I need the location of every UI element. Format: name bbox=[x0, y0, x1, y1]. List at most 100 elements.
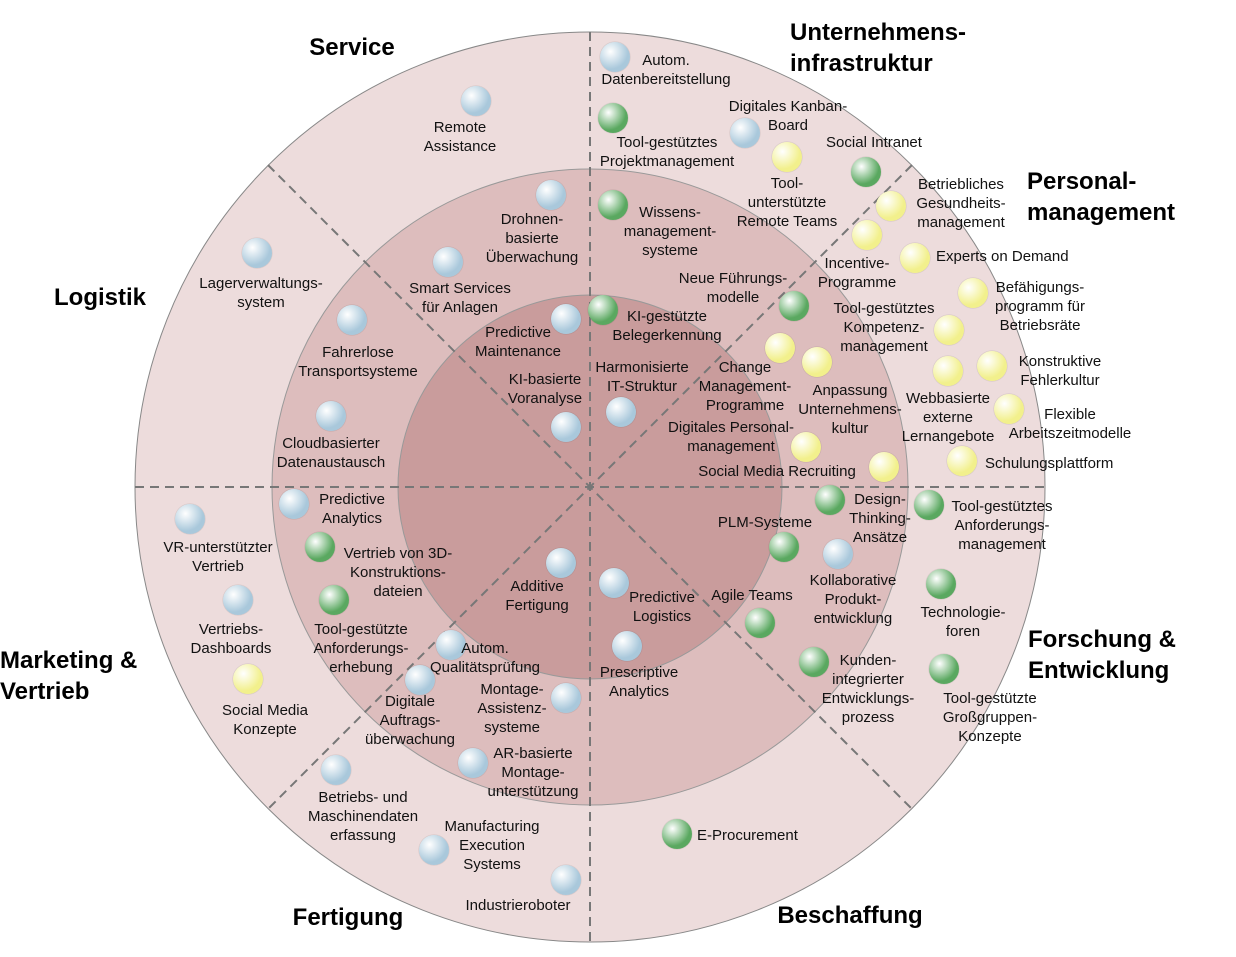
technology-label: Lagerverwaltungs- system bbox=[199, 275, 323, 311]
technology-bubble bbox=[772, 142, 802, 172]
technology-label: Montage- Assistenz- systeme bbox=[477, 681, 547, 736]
technology-bubble bbox=[934, 315, 964, 345]
technology-bubble bbox=[933, 356, 963, 386]
technology-bubble bbox=[436, 630, 466, 660]
technology-bubble bbox=[551, 304, 581, 334]
technology-label: Predictive Analytics bbox=[319, 491, 385, 527]
technology-label: Autom. Qualitätsprüfung bbox=[429, 640, 541, 676]
technology-label: Tool-gestützte Anforderungs- erhebung bbox=[313, 621, 409, 676]
technology-label: Tool-gestützte Großgruppen- Konzepte bbox=[942, 690, 1038, 745]
technology-label: Additive Fertigung bbox=[505, 578, 569, 614]
sector-title: Personal- management bbox=[1027, 168, 1176, 226]
technology-label: KI-gestützte Belegerkennung bbox=[612, 308, 722, 344]
technology-bubble bbox=[914, 490, 944, 520]
technology-bubble bbox=[279, 489, 309, 519]
technology-bubble bbox=[876, 191, 906, 221]
technology-label: Industrieroboter bbox=[465, 897, 571, 914]
technology-bubble bbox=[779, 291, 809, 321]
technology-label: Remote Assistance bbox=[423, 119, 497, 155]
technology-label: Predictive Maintenance bbox=[475, 324, 561, 360]
technology-bubble bbox=[745, 608, 775, 638]
technology-label: Webbasierte externe Lernangebote bbox=[901, 390, 995, 445]
technology-label: Wissens- management- systeme bbox=[623, 204, 717, 259]
technology-label: Tool-gestütztes Anforderungs- management bbox=[951, 498, 1053, 553]
technology-label: PLM-Systeme bbox=[717, 514, 813, 531]
technology-label: Vertrieb von 3D- Konstruktions- dateien bbox=[343, 545, 453, 600]
technology-bubble bbox=[419, 835, 449, 865]
sector-lines bbox=[135, 32, 1045, 942]
technology-label: Social Intranet bbox=[826, 134, 922, 151]
technology-label: Incentive- Programme bbox=[817, 255, 897, 291]
technology-label: Agile Teams bbox=[711, 587, 793, 604]
technology-label: Social Media Konzepte bbox=[222, 702, 308, 738]
technology-label: Manufacturing Execution Systems bbox=[444, 818, 540, 873]
sector-title: Beschaffung bbox=[777, 902, 923, 929]
technology-bubble bbox=[730, 118, 760, 148]
technology-bubble bbox=[815, 485, 845, 515]
technology-label: Schulungsplattform bbox=[985, 455, 1114, 472]
technology-bubble bbox=[769, 532, 799, 562]
technology-label: Kunden- integrierter Entwicklungs- proze… bbox=[821, 652, 915, 726]
technology-label: Betriebs- und Maschinendaten erfassung bbox=[307, 789, 419, 844]
sector-title: Service bbox=[309, 34, 395, 61]
technology-label: Flexible Arbeitszeitmodelle bbox=[1008, 406, 1132, 442]
technology-label: Kollaborative Produkt- entwicklung bbox=[809, 572, 897, 627]
technology-bubble bbox=[900, 243, 930, 273]
technology-label: Befähigungs- programm für Betriebsräte bbox=[994, 279, 1086, 334]
technology-label: Tool- unterstützte Remote Teams bbox=[736, 175, 838, 230]
technology-bubble bbox=[175, 504, 205, 534]
technology-bubble bbox=[319, 585, 349, 615]
technology-bubble bbox=[536, 180, 566, 210]
technology-label: Tool-gestütztes Projektmanagement bbox=[599, 134, 735, 170]
technology-label: Cloudbasierter Datenaustausch bbox=[276, 435, 386, 471]
technology-label: Digitales Kanban- Board bbox=[728, 98, 848, 134]
technology-bubble bbox=[802, 347, 832, 377]
technology-bubble bbox=[662, 819, 692, 849]
technology-label: E-Procurement bbox=[697, 827, 798, 844]
technology-bubble bbox=[958, 278, 988, 308]
technology-bubble bbox=[612, 631, 642, 661]
technology-bubble bbox=[947, 446, 977, 476]
technology-label: Neue Führungs- modelle bbox=[678, 270, 788, 306]
technology-label: KI-basierte Voranalyse bbox=[507, 371, 583, 407]
technology-bubble bbox=[598, 190, 628, 220]
technology-label: VR-unterstützter Vertrieb bbox=[163, 539, 273, 575]
technology-label: Drohnen- basierte Überwachung bbox=[485, 211, 579, 266]
technology-bubble bbox=[977, 351, 1007, 381]
technology-label: Change Management- Programme bbox=[698, 359, 792, 414]
technology-label: Tool-gestütztes Kompetenz- management bbox=[833, 300, 935, 355]
technology-label: Autom. Datenbereitstellung bbox=[601, 52, 731, 88]
technology-bubble bbox=[316, 401, 346, 431]
technology-label: Konstruktive Fehlerkultur bbox=[1018, 353, 1102, 389]
sector-title: Marketing & Vertrieb bbox=[0, 647, 138, 705]
technology-bubble bbox=[599, 568, 629, 598]
technology-bubble bbox=[551, 865, 581, 895]
technology-bubble bbox=[823, 539, 853, 569]
technology-bubble bbox=[869, 452, 899, 482]
sector-line bbox=[267, 164, 913, 810]
technology-bubble bbox=[598, 103, 628, 133]
technology-label: AR-basierte Montage- unterstützung bbox=[487, 745, 579, 800]
technology-label: Smart Services für Anlagen bbox=[409, 280, 511, 316]
technology-bubble bbox=[791, 432, 821, 462]
technology-bubble bbox=[926, 569, 956, 599]
technology-label: Vertriebs- Dashboards bbox=[190, 621, 272, 657]
technology-label: Anpassung Unternehmens- kultur bbox=[798, 382, 902, 437]
technology-label: Social Media Recruiting bbox=[698, 463, 856, 480]
technology-bubble bbox=[337, 305, 367, 335]
technology-label: Harmonisierte IT-Struktur bbox=[595, 359, 689, 395]
technology-label: Prescriptive Analytics bbox=[599, 664, 679, 700]
technology-bubble bbox=[233, 664, 263, 694]
technology-bubble bbox=[546, 548, 576, 578]
technology-bubble bbox=[405, 665, 435, 695]
technology-label: Technologie- foren bbox=[920, 604, 1006, 640]
technology-bubble bbox=[600, 42, 630, 72]
technology-bubble bbox=[242, 238, 272, 268]
technology-bubble bbox=[606, 397, 636, 427]
technology-label: Fahrerlose Transportsysteme bbox=[298, 344, 418, 380]
technology-label: Predictive Logistics bbox=[629, 589, 695, 625]
sector-title: Unternehmens- infrastruktur bbox=[790, 19, 967, 77]
technology-bubble bbox=[852, 220, 882, 250]
